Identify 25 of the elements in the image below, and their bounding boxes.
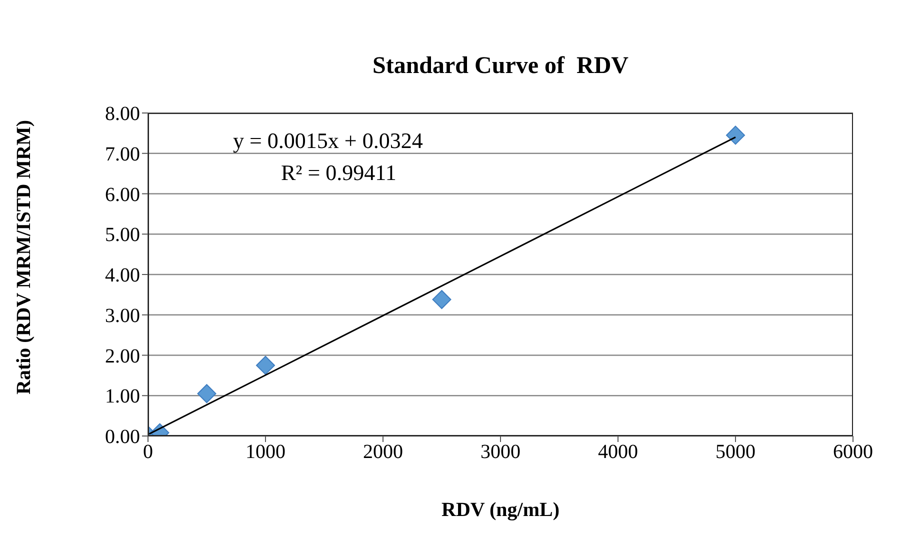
x-tick-label: 4000 — [598, 441, 638, 464]
y-tick-label: 2.00 — [105, 345, 140, 368]
x-tick-label: 5000 — [716, 441, 756, 464]
y-tick-label: 0.00 — [105, 426, 140, 448]
y-axis-title: Ratio (RDV MRM/ISTD MRM) — [13, 120, 36, 394]
y-tick-label: 4.00 — [105, 264, 140, 287]
annotation: R² = 0.99411 — [281, 160, 396, 186]
x-tick-label: 2000 — [363, 441, 403, 464]
y-tick-label: 1.00 — [105, 386, 140, 408]
x-tick-label: 1000 — [246, 441, 286, 464]
y-tick-label: 7.00 — [105, 143, 140, 166]
y-tick-label: 8.00 — [105, 103, 140, 126]
x-tick-label: 0 — [143, 441, 153, 464]
point — [256, 356, 275, 375]
y-tick-label: 6.00 — [105, 184, 140, 206]
point — [197, 384, 216, 404]
point — [726, 126, 745, 145]
x-tick-label: 6000 — [833, 441, 873, 464]
y-tick-label: 5.00 — [105, 224, 140, 246]
x-axis-title: RDV (ng/mL) — [442, 499, 560, 521]
point — [432, 290, 452, 310]
y-tick-label: 3.00 — [105, 304, 140, 327]
chart-title: Standard Curve of RDV — [371, 53, 630, 80]
annotation: y = 0.0015x + 0.0324 — [233, 128, 423, 154]
x-tick-label: 3000 — [480, 441, 520, 464]
